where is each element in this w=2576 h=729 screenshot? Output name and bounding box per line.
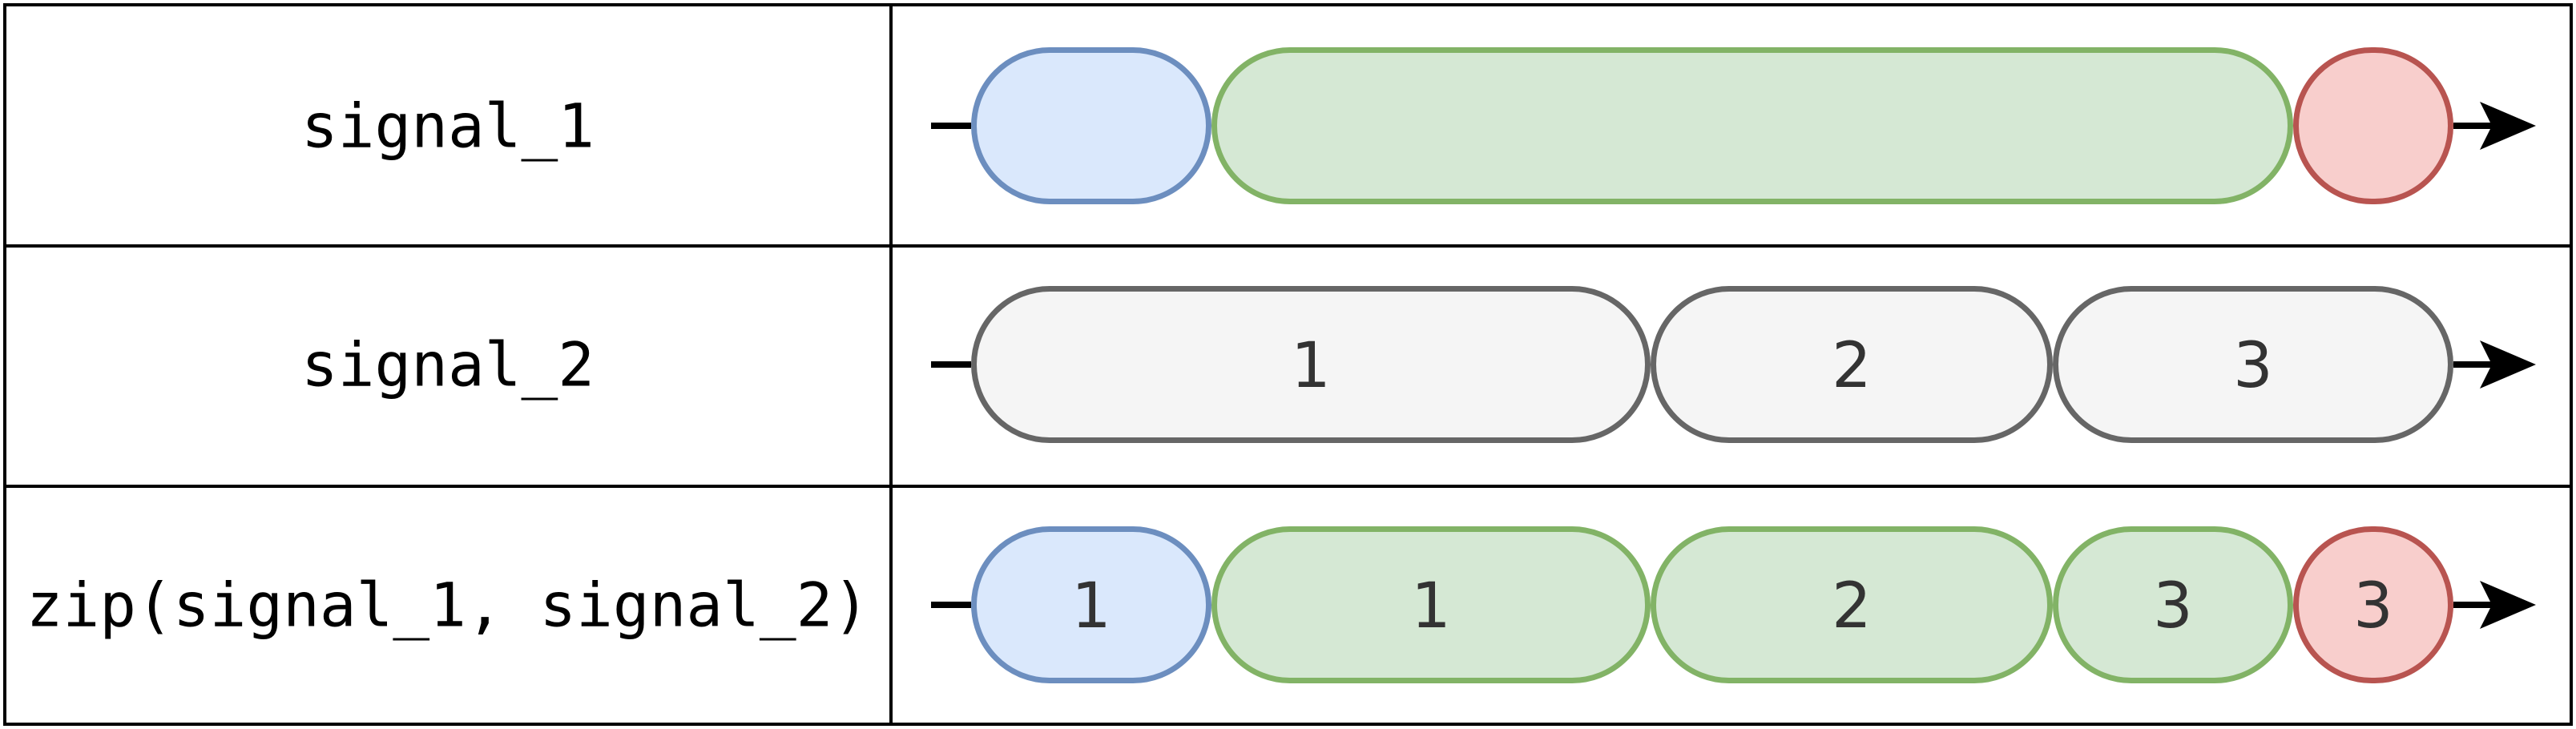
marble-segment-label: 1 [1071,570,1111,642]
marble-segment-green [1211,47,2293,204]
marble-segment-label: 3 [2233,330,2273,402]
row-label-signal-2: signal_2 [301,329,595,401]
marble-segment-gray [2053,286,2453,443]
marble-segment-red [2293,526,2453,683]
row-label-zip: zip(signal_1, signal_2) [26,570,869,641]
marble-segment-label: 2 [1832,330,1872,402]
marble-segment-blue [971,47,1211,204]
marble-segment-gray [971,286,1651,443]
marble-segment-label: 1 [1291,330,1331,402]
marble-segment-label: 3 [2353,570,2393,642]
marble-segment-blue [971,526,1211,683]
marble-segment-label: 1 [1411,570,1451,642]
table-outer-border [3,3,2573,726]
marble-segment-green [1651,526,2053,683]
marble-segment-gray [1651,286,2053,443]
marble-segment-label: 2 [1832,570,1872,642]
marble-segment-red [2293,47,2453,204]
arrow-head-icon [2480,581,2536,629]
marble-segment-label: 3 [2153,570,2193,642]
marble-segment-green [1211,526,1651,683]
marble-segment-green [2053,526,2293,683]
arrow-head-icon [2480,340,2536,389]
row-label-signal-1: signal_1 [301,91,595,162]
arrow-head-icon [2480,102,2536,150]
timelines: 1 2 3 1 1 2 3 3 [931,47,2536,683]
